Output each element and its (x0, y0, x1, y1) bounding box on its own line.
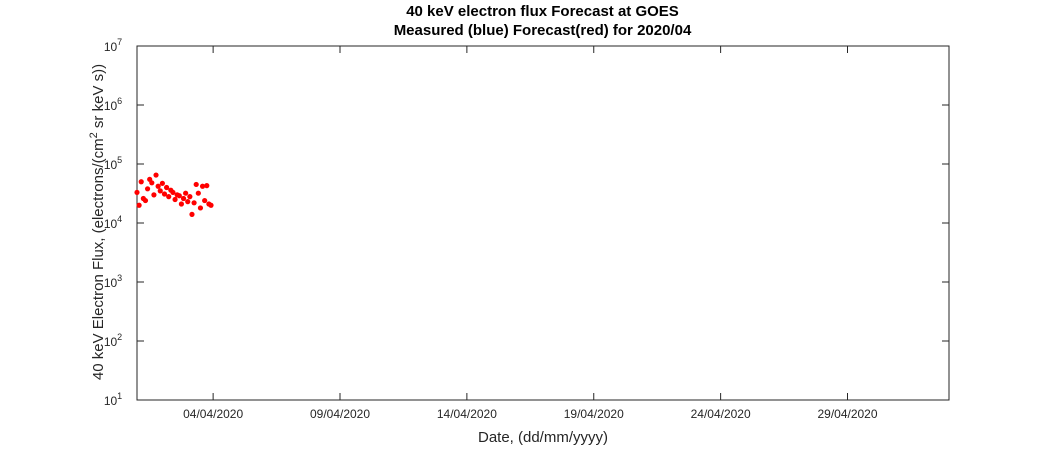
x-tick-label: 09/04/2020 (310, 407, 370, 421)
y-tick-label: 107 (104, 37, 122, 54)
data-point (161, 191, 168, 197)
data-point (189, 211, 195, 217)
data-point (199, 183, 206, 189)
chart-title: 40 keV electron flux Forecast at GOES (406, 3, 679, 20)
data-point (151, 192, 157, 198)
y-tick-label: 102 (104, 332, 122, 349)
y-axis: 101 102 103 104 105 106 107 (104, 37, 949, 408)
data-point (185, 199, 191, 205)
x-tick-label: 04/04/2020 (183, 407, 243, 421)
data-point (183, 190, 189, 196)
data-point (144, 186, 151, 192)
data-point (149, 180, 155, 186)
data-point (138, 179, 144, 185)
data-point (134, 189, 140, 196)
x-tick-label: 24/04/2020 (691, 407, 751, 421)
svg-text:40 keV Electron Flux, (electro: 40 keV Electron Flux, (electrons/(cm2 sr… (88, 64, 107, 380)
data-point (166, 194, 172, 200)
data-point (164, 184, 170, 191)
data-point (157, 188, 163, 194)
y-axis-label: 40 keV Electron Flux, (electrons/(cm2 sr… (88, 64, 107, 380)
x-tick-label: 14/04/2020 (437, 407, 497, 421)
y-tick-label: 105 (104, 155, 122, 172)
x-tick-label: 19/04/2020 (564, 407, 624, 421)
y-tick-label: 101 (104, 391, 122, 408)
data-point (193, 181, 199, 188)
data-point (208, 202, 214, 208)
data-point (178, 201, 185, 207)
data-point (136, 202, 142, 208)
data-point (195, 190, 201, 196)
data-point (155, 183, 161, 189)
y-tick-label: 104 (104, 214, 122, 231)
data-point (204, 183, 210, 189)
data-point (153, 172, 159, 178)
data-point (197, 205, 204, 211)
data-point (191, 200, 197, 206)
data-point (187, 194, 193, 200)
data-point (180, 195, 187, 202)
data-point (159, 180, 165, 186)
data-point (176, 193, 182, 199)
data-point (170, 189, 176, 196)
x-tick-label: 29/04/2020 (817, 407, 877, 421)
y-tick-label: 106 (104, 96, 122, 113)
data-point (172, 196, 178, 203)
chart-subtitle: Measured (blue) Forecast(red) for 2020/0… (393, 22, 692, 39)
data-point (202, 197, 208, 204)
data-point (142, 197, 149, 204)
x-axis-label: Date, (dd/mm/yyyy) (478, 429, 608, 446)
series-forecast (134, 172, 214, 217)
plot-frame (136, 45, 950, 401)
y-tick-label: 103 (104, 273, 122, 290)
x-axis: 04/04/2020 09/04/2020 14/04/2020 19/04/2020… (183, 46, 878, 421)
